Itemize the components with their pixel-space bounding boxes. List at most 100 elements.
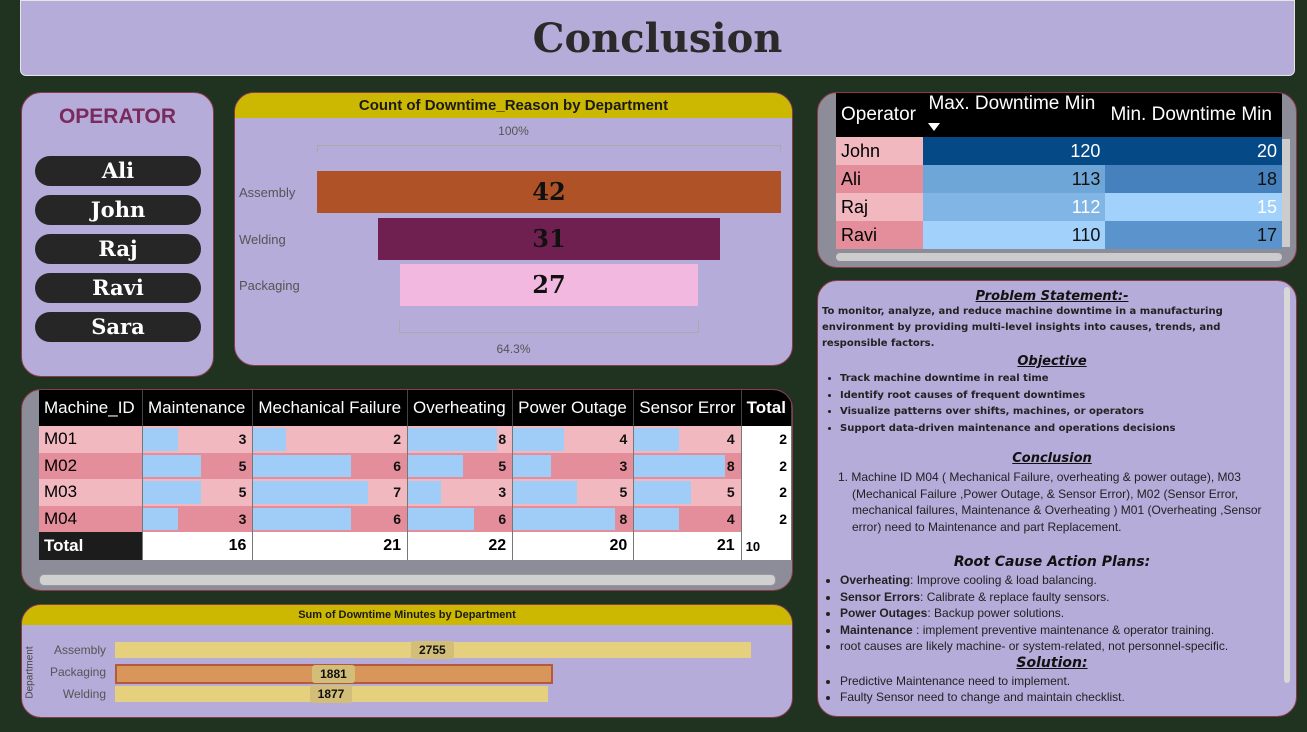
matrix-cell-inner: 5: [143, 479, 252, 506]
text-panel-scrollbar[interactable]: [1284, 287, 1290, 683]
operator-name: Ali: [836, 165, 924, 193]
matrix-cell-value: 5: [619, 484, 628, 500]
root-cause-list: Overheating: Improve cooling & load bala…: [822, 572, 1282, 655]
matrix-cell[interactable]: 6: [407, 505, 514, 533]
column-total-cell: 20: [512, 532, 635, 560]
col-operator[interactable]: Operator: [836, 93, 924, 137]
table-row[interactable]: M04 3 6 6 8 4 2: [39, 505, 792, 533]
sort-desc-icon[interactable]: [928, 123, 941, 131]
col-min-downtime[interactable]: Min. Downtime Min: [1105, 93, 1282, 137]
matrix-cell[interactable]: 8: [512, 505, 635, 532]
table-row[interactable]: M01 3 2 8 4 4 2: [39, 426, 792, 453]
bar-category-label: Packaging: [49, 665, 106, 679]
matrix-cell[interactable]: 2: [252, 426, 409, 453]
matrix-cell-value: 8: [498, 431, 507, 447]
max-downtime-value: 112: [923, 193, 1106, 221]
root-cause-item: Overheating: Improve cooling & load bala…: [840, 572, 1282, 589]
matrix-cell-inner: 3: [513, 453, 633, 480]
downtime-bar[interactable]: 1877: [115, 685, 549, 703]
matrix-cell-inner: 7: [253, 479, 407, 506]
funnel-top-bracket: [317, 145, 781, 153]
funnel-bar[interactable]: 42: [317, 171, 781, 213]
min-downtime-value: 20: [1105, 137, 1282, 165]
matrix-cell-value: 7: [393, 484, 402, 500]
bar-value-label: 1881: [312, 665, 355, 683]
solution-title: Solution:: [1016, 654, 1088, 671]
matrix-cell[interactable]: 5: [142, 452, 254, 479]
matrix-cell-value: 3: [238, 431, 247, 447]
matrix-horizontal-scrollbar[interactable]: [39, 574, 776, 586]
operator-row[interactable]: Ali 113 18: [836, 165, 1282, 193]
machine-id-cell: M02: [39, 452, 143, 479]
matrix-cell-bar: [143, 481, 202, 504]
vertical-scrollbar[interactable]: [1282, 139, 1290, 247]
funnel-bottom-pct: 64.3%: [496, 342, 531, 356]
matrix-cell-inner: 6: [408, 506, 512, 533]
slicer-item-raj[interactable]: Raj: [35, 234, 201, 264]
col-overheating[interactable]: Overheating: [407, 390, 514, 426]
table-row[interactable]: M02 5 6 5 3 8 2: [39, 452, 792, 480]
slicer-item-ali[interactable]: Ali: [35, 156, 201, 186]
operator-row[interactable]: Ravi 110 17: [836, 221, 1282, 249]
matrix-cell[interactable]: 7: [252, 479, 409, 506]
matrix-cell[interactable]: 5: [142, 479, 254, 506]
col-sensor-error[interactable]: Sensor Error: [633, 390, 742, 426]
operator-downtime-table: Operator Max. Downtime Min Min. Downtime…: [817, 92, 1297, 268]
matrix-cell-bar: [408, 481, 442, 504]
matrix-cell-inner: 3: [408, 479, 512, 506]
funnel-label: Packaging: [239, 278, 300, 293]
funnel-bar[interactable]: 31: [377, 217, 721, 260]
objective-list: Track machine downtime in real time Iden…: [822, 371, 1282, 437]
matrix-cell[interactable]: 6: [252, 505, 409, 532]
page-header: Conclusion: [20, 0, 1295, 76]
max-downtime-value: 120: [923, 137, 1106, 165]
solution-item: Faulty Sensor need to change and maintai…: [840, 689, 1282, 706]
matrix-cell[interactable]: 5: [407, 452, 514, 479]
downtime-bar[interactable]: 1881: [115, 664, 554, 684]
matrix-cell[interactable]: 6: [252, 452, 409, 479]
matrix-cell[interactable]: 8: [407, 426, 514, 453]
slicer-item-sara[interactable]: Sara: [35, 312, 201, 342]
matrix-cell[interactable]: 8: [633, 452, 742, 479]
funnel-bar[interactable]: 27: [399, 264, 699, 306]
col-machine-id[interactable]: Machine_ID: [39, 390, 143, 426]
slicer-item-john[interactable]: John: [35, 195, 201, 225]
min-downtime-value: 17: [1105, 221, 1282, 249]
matrix-cell[interactable]: 4: [512, 426, 635, 453]
matrix-cell-value: 8: [619, 510, 628, 527]
operator-row[interactable]: Raj 112 15: [836, 193, 1282, 221]
conclusion-text-panel: Problem Statement:- To monitor, analyze,…: [817, 280, 1297, 717]
matrix-cell-inner: 3: [143, 426, 252, 453]
matrix-cell[interactable]: 3: [142, 426, 254, 453]
downtime-bar[interactable]: 2755: [115, 641, 751, 659]
slicer-item-ravi[interactable]: Ravi: [35, 273, 201, 303]
matrix-cell-bar: [143, 507, 178, 530]
matrix-cell[interactable]: 3: [142, 505, 254, 533]
matrix-cell[interactable]: 4: [633, 426, 742, 453]
matrix-cell[interactable]: 5: [633, 479, 742, 506]
table-row[interactable]: M03 5 7 3 5 5 2: [39, 479, 792, 506]
bar-category-label: Welding: [62, 687, 106, 701]
horizontal-scrollbar[interactable]: [836, 253, 1282, 261]
operator-name: Ravi: [836, 221, 924, 249]
matrix-cell[interactable]: 3: [407, 479, 514, 506]
bar-category-label: Assembly: [53, 643, 106, 657]
col-total[interactable]: Total: [741, 390, 792, 426]
column-total-cell: 21: [252, 532, 409, 560]
operator-row[interactable]: John 120 20: [836, 137, 1282, 165]
matrix-cell-bar: [634, 428, 680, 451]
col-mechanical-failure[interactable]: Mechanical Failure: [252, 390, 409, 426]
matrix-cell[interactable]: 4: [633, 505, 742, 532]
matrix-cell-value: 8: [726, 457, 735, 474]
matrix-cell-bar: [253, 481, 368, 504]
col-power-outage[interactable]: Power Outage: [512, 390, 635, 426]
col-max-downtime[interactable]: Max. Downtime Min: [923, 93, 1106, 137]
objective-item: Support data-driven maintenance and oper…: [840, 421, 1282, 438]
matrix-cell[interactable]: 5: [512, 479, 635, 506]
matrix-cell-inner: 3: [143, 506, 252, 533]
conclusion-text: 1. Machine ID M04 ( Mechanical Failure, …: [838, 470, 1262, 534]
operator-name: Raj: [836, 193, 924, 221]
matrix-cell[interactable]: 3: [512, 452, 635, 480]
col-maintenance[interactable]: Maintenance: [142, 390, 254, 426]
matrix-cell-value: 6: [393, 510, 402, 527]
